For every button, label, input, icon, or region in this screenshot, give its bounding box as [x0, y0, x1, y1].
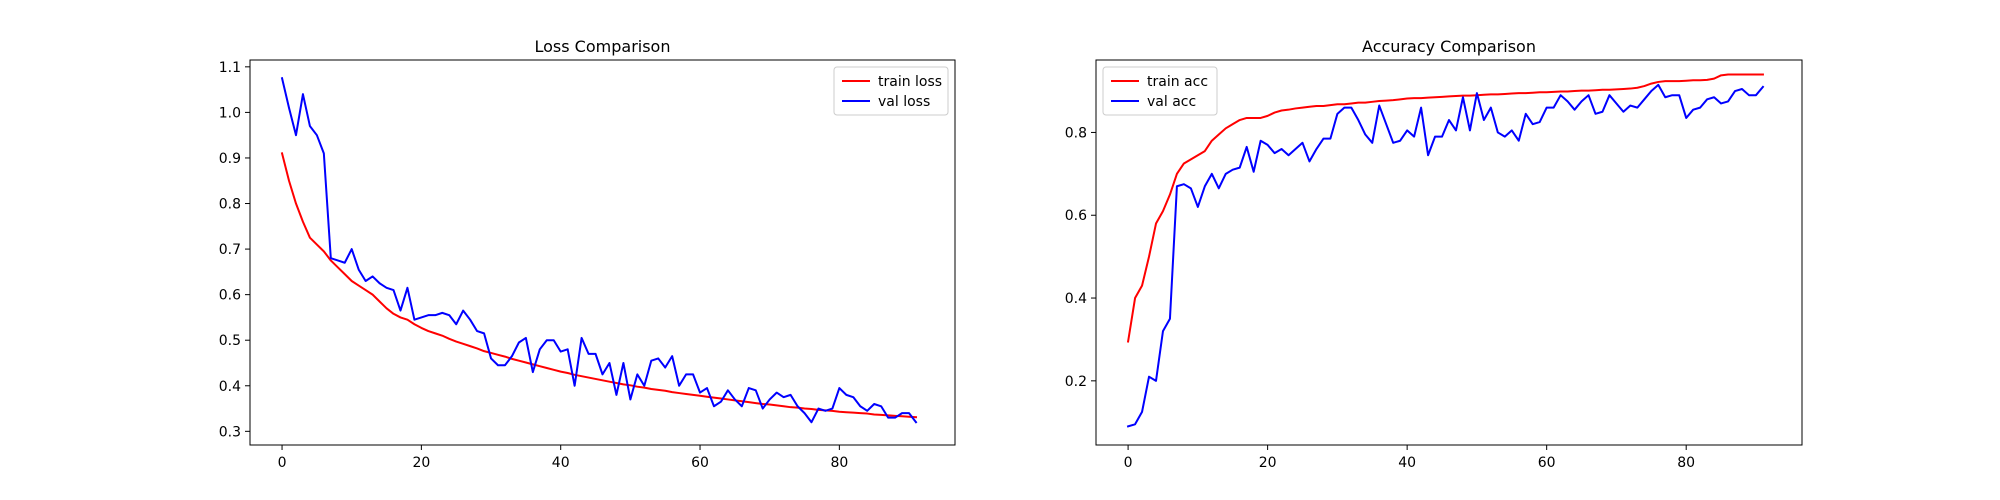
x-tick-label: 80	[830, 455, 848, 471]
series-line-train-loss	[280, 152, 918, 419]
y-tick-label: 0.7	[219, 242, 241, 258]
legend-box	[1102, 66, 1218, 116]
x-tick-label: 0	[278, 455, 287, 471]
series-line-val-loss	[280, 77, 918, 424]
y-tick-label: 1.0	[219, 105, 241, 121]
x-tick-label: 0	[1124, 455, 1133, 471]
legend-label: val acc	[1147, 94, 1196, 110]
chart-title: Loss Comparison	[535, 37, 671, 56]
y-tick-label: 0.6	[219, 288, 241, 304]
legend: train loss val loss	[833, 66, 949, 116]
x-tick-label: 20	[412, 455, 430, 471]
y-tick-label: 0.9	[219, 151, 241, 167]
y-tick-label: 0.6	[1065, 208, 1087, 224]
series-line-val-acc	[1126, 83, 1765, 428]
plot-area	[280, 77, 918, 424]
x-tick-label: 20	[1259, 455, 1277, 471]
legend-box	[833, 66, 949, 116]
x-tick-label: 40	[1398, 455, 1416, 471]
x-tick-label: 40	[552, 455, 570, 471]
axes-frame	[1095, 59, 1803, 446]
loss-chart: Loss Comparison 0 20 40 60 80 0.3 0.4 0.5 0.6 0.7 0…	[219, 37, 956, 471]
chart-title: Accuracy Comparison	[1362, 37, 1536, 56]
y-tick-label: 0.2	[1065, 374, 1087, 390]
legend-label: train acc	[1147, 74, 1208, 90]
plot-area	[1126, 73, 1765, 428]
legend-label: val loss	[878, 94, 930, 110]
x-tick-label: 60	[691, 455, 709, 471]
legend-label: train loss	[878, 74, 942, 90]
axes-frame	[249, 59, 956, 446]
y-tick-label: 0.5	[219, 333, 241, 349]
accuracy-chart: Accuracy Comparison 0 20 40 60 80 0.2 0.4 0.6 0.8…	[1065, 37, 1803, 471]
y-tick-label: 1.1	[219, 60, 241, 76]
y-tick-label: 0.4	[1065, 291, 1087, 307]
y-tick-label: 0.8	[1065, 125, 1087, 141]
legend: train acc val acc	[1102, 66, 1218, 116]
series-line-train-acc	[1126, 73, 1764, 343]
y-tick-label: 0.8	[219, 197, 241, 213]
y-tick-label: 0.4	[219, 379, 241, 395]
x-tick-label: 60	[1538, 455, 1556, 471]
x-tick-label: 80	[1677, 455, 1695, 471]
y-tick-label: 0.3	[219, 424, 241, 440]
